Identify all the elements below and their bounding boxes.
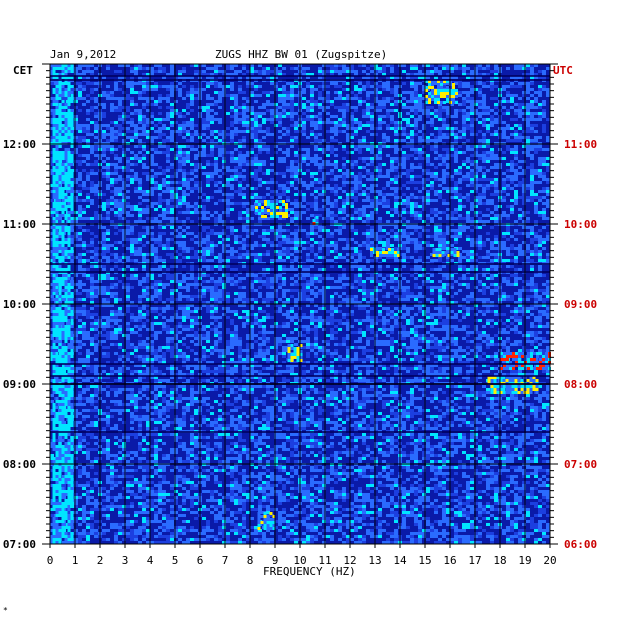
left-time-label: 12:00 — [3, 138, 36, 151]
left-time-label: 10:00 — [3, 298, 36, 311]
x-tick-label: 8 — [247, 554, 254, 567]
right-time-label: 08:00 — [564, 378, 597, 391]
right-time-label: 10:00 — [564, 218, 597, 231]
left-axis-timezone-label: CET — [13, 64, 33, 77]
left-time-label: 08:00 — [3, 458, 36, 471]
spectrogram-hotspot — [370, 248, 400, 257]
x-tick-label: 6 — [197, 554, 204, 567]
x-tick-label: 10 — [293, 554, 306, 567]
x-tick-label: 9 — [272, 554, 279, 567]
spectrogram-hotspot — [52, 64, 74, 544]
spectrogram-hotspot — [257, 512, 276, 530]
x-tick-label: 20 — [543, 554, 556, 567]
x-tick-label: 2 — [97, 554, 104, 567]
x-tick-label: 7 — [222, 554, 229, 567]
chart-date-label: Jan 9,2012 — [50, 48, 117, 61]
x-tick-label: 15 — [418, 554, 431, 567]
spectrogram-hotspot — [500, 352, 551, 370]
spectrogram-hotspot — [255, 200, 288, 218]
spectrogram-hotspot — [432, 248, 460, 257]
left-time-label: 07:00 — [3, 538, 36, 551]
left-time-label: 09:00 — [3, 378, 36, 391]
x-tick-label: 3 — [122, 554, 129, 567]
x-tick-label: 4 — [147, 554, 154, 567]
right-axis-timezone-label: UTC — [553, 64, 573, 77]
spectrogram-hotspot — [287, 344, 303, 362]
x-tick-label: 1 — [72, 554, 79, 567]
right-time-label: 07:00 — [564, 458, 597, 471]
x-tick-label: 18 — [493, 554, 506, 567]
left-time-label: 11:00 — [3, 218, 36, 231]
x-tick-label: 19 — [518, 554, 531, 567]
x-tick-label: 16 — [443, 554, 456, 567]
x-tick-label: 17 — [468, 554, 481, 567]
x-tick-label: 13 — [368, 554, 381, 567]
x-tick-label: 5 — [172, 554, 179, 567]
right-time-label: 06:00 — [564, 538, 597, 551]
x-axis-label: FREQUENCY (HZ) — [263, 565, 356, 578]
right-time-label: 11:00 — [564, 138, 597, 151]
x-tick-label: 11 — [318, 554, 331, 567]
x-tick-label: 0 — [47, 554, 54, 567]
x-tick-label: 14 — [393, 554, 407, 567]
chart-title: ZUGS HHZ BW 01 (Zugspitze) — [215, 48, 388, 61]
right-time-label: 09:00 — [564, 298, 597, 311]
corner-mark: * — [3, 606, 8, 615]
spectrogram-hotspot — [425, 80, 458, 104]
x-tick-label: 12 — [343, 554, 356, 567]
